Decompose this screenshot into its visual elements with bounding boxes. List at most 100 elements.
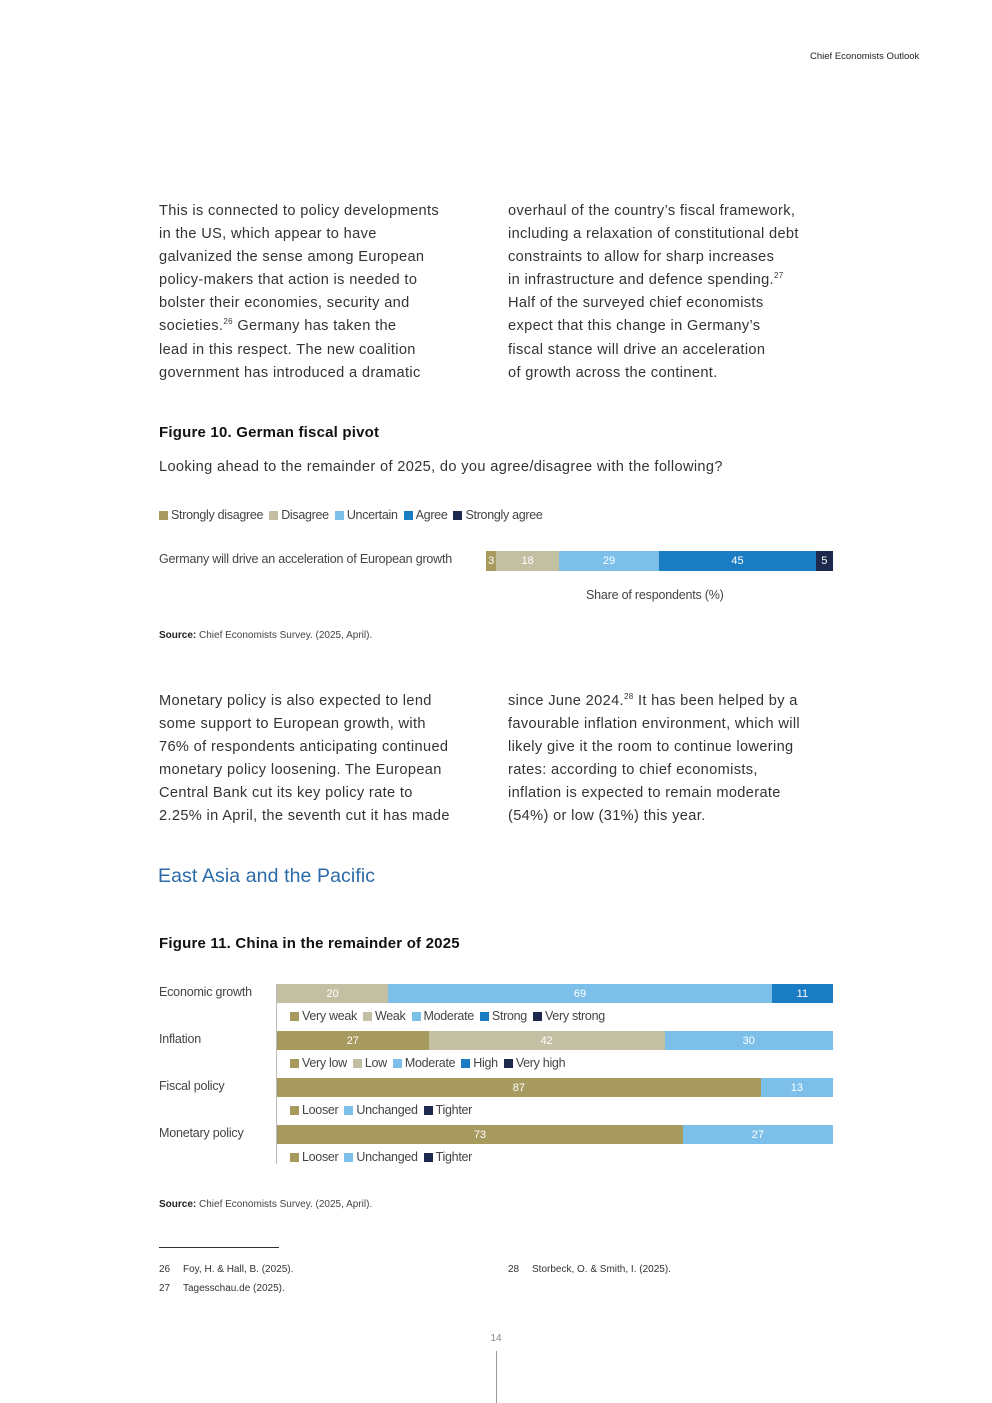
- legend-label: Tighter: [435, 1103, 473, 1117]
- text: It has been helped by a: [633, 693, 798, 709]
- legend-item: Low: [352, 1056, 387, 1070]
- bar-segment: 45: [659, 551, 816, 571]
- figure-11-row-label: Monetary policy: [159, 1126, 244, 1140]
- figure-10-question: Looking ahead to the remainder of 2025, …: [159, 459, 723, 475]
- legend-swatch: [159, 510, 168, 520]
- text-line: favourable inflation environment, which …: [508, 716, 801, 733]
- legend-item: Looser: [290, 1150, 339, 1164]
- legend-item: Strongly disagree: [159, 508, 263, 522]
- legend-label: Very weak: [302, 1009, 357, 1023]
- legend-label: Strong: [491, 1009, 527, 1023]
- legend-swatch: [352, 1058, 362, 1068]
- bar-segment: 11: [771, 984, 833, 1003]
- legend-label: Unchanged: [356, 1103, 418, 1117]
- figure-11-legend: Very weak Weak Moderate Strong Very strong: [290, 1009, 611, 1023]
- legend-swatch: [453, 510, 463, 520]
- footnote-number: 27: [159, 1283, 171, 1294]
- text-line: Half of the surveyed chief economists: [508, 295, 764, 312]
- text-line: constraints to allow for sharp increases: [508, 249, 775, 266]
- legend-item: Unchanged: [344, 1150, 418, 1164]
- legend-swatch: [392, 1058, 402, 1068]
- text-line: monetary policy loosening. The European: [159, 762, 442, 779]
- legend-item: Very low: [290, 1056, 347, 1070]
- figure-11-legend: Looser Unchanged Tighter: [290, 1103, 478, 1117]
- text-line: of growth across the continent.: [508, 364, 718, 381]
- legend-label: Tighter: [435, 1150, 473, 1164]
- text-line: in infrastructure and defence spending.2…: [508, 269, 799, 292]
- legend-swatch: [334, 510, 344, 520]
- legend-label: Looser: [302, 1150, 339, 1164]
- figure-10-source: Source: Chief Economists Survey. (2025, …: [159, 630, 372, 641]
- section-heading: East Asia and the Pacific: [158, 865, 376, 887]
- footnote-ref[interactable]: 26: [223, 317, 233, 327]
- figure-10-bar: 3 18 29 45 5: [486, 551, 833, 571]
- page-number: 14: [490, 1333, 502, 1344]
- bar-segment: 87: [277, 1078, 761, 1097]
- text-line: (54%) or low (31%) this year.: [508, 808, 706, 825]
- para2-right-column: since June 2024.28 It has been helped by…: [508, 690, 800, 829]
- footnote-number: 28: [508, 1264, 520, 1275]
- source-text: Chief Economists Survey. (2025, April).: [196, 1199, 373, 1210]
- source-label: Source:: [159, 1199, 197, 1210]
- footnote-text: Foy, H. & Hall, B. (2025).: [183, 1264, 294, 1275]
- legend-item: Disagree: [269, 508, 329, 522]
- bar-segment: 20: [277, 984, 389, 1003]
- text-line: societies.26 Germany has taken the: [159, 315, 439, 338]
- text-line: galvanized the sense among European: [159, 249, 425, 266]
- legend-item: Looser: [290, 1103, 339, 1117]
- figure-11-legend: Looser Unchanged Tighter: [290, 1150, 478, 1164]
- footnote-ref[interactable]: 27: [773, 271, 784, 281]
- figure-10-x-axis-label: Share of respondents (%): [586, 588, 724, 602]
- text: in infrastructure and defence spending.: [508, 272, 774, 289]
- text-line: some support to European growth, with: [159, 716, 426, 733]
- para2-left-column: Monetary policy is also expected to lend…: [159, 690, 450, 829]
- legend-label: Agree: [415, 508, 448, 522]
- figure-11-bar: 73 27: [277, 1125, 833, 1144]
- text-line: bolster their economies, security and: [159, 295, 410, 312]
- text-line: in the US, which appear to have: [159, 226, 377, 243]
- footnote-26: 26 Foy, H. & Hall, B. (2025).: [159, 1264, 293, 1275]
- legend-item: Moderate: [411, 1009, 474, 1023]
- text-line: policy-makers that action is needed to: [159, 272, 418, 289]
- running-header: Chief Economists Outlook: [810, 51, 920, 62]
- text-line: Central Bank cut its key policy rate to: [159, 785, 413, 802]
- bar-segment: 27: [682, 1125, 833, 1144]
- legend-item: Agree: [403, 508, 448, 522]
- text-line: government has introduced a dramatic: [159, 364, 421, 381]
- footnote-text: Tagesschau.de (2025).: [183, 1283, 285, 1294]
- text: Germany has taken the: [232, 318, 397, 335]
- legend-label: Very strong: [544, 1009, 605, 1023]
- legend-swatch: [503, 1058, 513, 1068]
- bar-segment: 18: [496, 551, 559, 571]
- footnote-divider: [159, 1247, 279, 1248]
- footnote-27: 27 Tagesschau.de (2025).: [159, 1283, 285, 1294]
- legend-swatch: [479, 1011, 489, 1021]
- text-line: rates: according to chief economists,: [508, 762, 758, 779]
- bar-segment: 27: [277, 1031, 429, 1050]
- legend-item: Moderate: [392, 1056, 456, 1070]
- bar-segment: 69: [388, 984, 772, 1003]
- text-line: Monetary policy is also expected to lend: [159, 693, 432, 709]
- legend-label: Looser: [302, 1103, 339, 1117]
- bar-segment: 3: [486, 551, 497, 571]
- legend-label: Very high: [515, 1056, 566, 1070]
- footnote-ref[interactable]: 28: [623, 692, 634, 701]
- legend-label: Strongly disagree: [171, 508, 264, 522]
- text-line: since June 2024.28 It has been helped by…: [508, 690, 800, 713]
- intro-left-column: This is connected to policy developments…: [159, 200, 439, 385]
- figure-11-axis-line: [276, 984, 277, 1164]
- figure-10-category-label: Germany will drive an acceleration of Eu…: [159, 552, 453, 566]
- bar-segment: 73: [277, 1125, 683, 1144]
- legend-swatch: [290, 1152, 299, 1162]
- figure-11-bar: 27 42 30: [277, 1031, 833, 1050]
- text-line: 76% of respondents anticipating continue…: [159, 739, 449, 756]
- bar-segment: 42: [428, 1031, 665, 1050]
- legend-swatch: [532, 1011, 542, 1021]
- legend-swatch: [290, 1058, 299, 1068]
- legend-label: Moderate: [404, 1056, 456, 1070]
- source-text: Chief Economists Survey. (2025, April).: [196, 630, 373, 641]
- legend-swatch: [290, 1011, 299, 1021]
- text-line: expect that this change in Germany’s: [508, 318, 761, 335]
- legend-item: Tighter: [423, 1103, 473, 1117]
- text: since June 2024.: [508, 693, 624, 709]
